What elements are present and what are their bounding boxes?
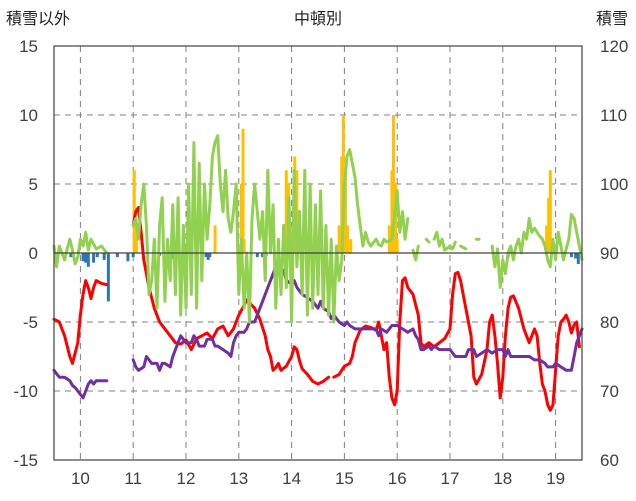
blue-bar [206,253,210,260]
orange-bar [343,170,347,253]
x-tick-label: 13 [229,469,248,488]
left-axis-title: 積雪以外 [6,9,70,28]
x-tick-label: 18 [493,469,512,488]
blue-bar [84,253,88,263]
y-tick-label-right: 110 [600,106,627,125]
blue-bar [131,253,135,258]
y-tick-label-left: -15 [13,451,38,470]
blue-bar [208,253,212,258]
blue-bar [204,253,208,258]
chart-title: 中頓別 [294,9,342,28]
x-tick-label: 16 [388,469,407,488]
x-tick-label: 10 [71,469,90,488]
red-series-line [332,270,581,412]
line-series [52,134,584,412]
orange-bar [545,225,549,253]
orange-bar [340,156,344,253]
orange-bar [134,225,138,253]
orange-bar [242,239,246,253]
x-tick-label: 19 [546,469,565,488]
blue-bar [102,253,106,260]
axes: 15 120 10 110 5 100 0 90 -5 80 -10 70 -15 60 10 11 12 13 1… [13,37,628,488]
blue-bar [574,253,578,259]
green-series-line [424,237,431,244]
blue-bar [69,253,73,258]
y-tick-label-left: 15 [19,37,38,56]
y-tick-label-right: 90 [600,244,619,263]
blue-bar [255,253,259,258]
x-tick-label: 15 [335,469,354,488]
blue-bar [261,253,265,258]
orange-bar [390,170,394,253]
blue-bar [92,253,96,263]
y-tick-label-left: 0 [29,244,38,263]
purple-series-line [131,261,584,372]
red-series-line [131,206,331,386]
blue-bar [126,253,130,262]
y-tick-label-left: 10 [19,106,38,125]
green-series-line [432,230,457,252]
orange-bar [132,170,136,253]
y-tick-label-right: 120 [600,37,628,56]
orange-bar [337,225,341,253]
orange-bar [547,197,551,253]
orange-bar [239,184,243,253]
y-tick-label-left: 5 [29,175,38,194]
y-tick-label-right: 100 [600,175,628,194]
green-series-line [52,230,109,269]
red-series-line [52,279,109,365]
orange-bar [346,225,350,253]
x-tick-label: 14 [282,469,301,488]
blue-bar [576,253,580,265]
blue-bar [86,253,90,267]
orange-bar [213,225,217,253]
green-series-line [490,212,584,289]
blue-bar [115,253,119,258]
orange-bar [349,239,353,253]
orange-bar [295,170,299,253]
orange-bar [548,170,552,253]
right-axis-title: 積雪 [596,9,628,28]
orange-bar [284,170,288,253]
y-tick-label-right: 70 [600,382,619,401]
x-tick-label: 12 [177,469,196,488]
orange-bar [241,128,245,253]
y-tick-label-left: -5 [23,313,38,332]
blue-bar [95,253,99,258]
x-tick-label: 17 [441,469,460,488]
purple-series-line [52,368,109,400]
green-series-line [131,134,410,324]
plot-frame [53,45,583,461]
blue-bar [106,253,110,302]
blue-bar [569,253,573,258]
green-series-line [459,244,468,251]
orange-bar [395,239,399,253]
y-tick-label-right: 60 [600,451,619,470]
y-tick-label-right: 80 [600,313,619,332]
y-tick-label-left: -10 [13,382,38,401]
orange-bar [392,115,396,253]
blue-bar [81,253,85,262]
x-tick-label: 11 [124,469,142,488]
